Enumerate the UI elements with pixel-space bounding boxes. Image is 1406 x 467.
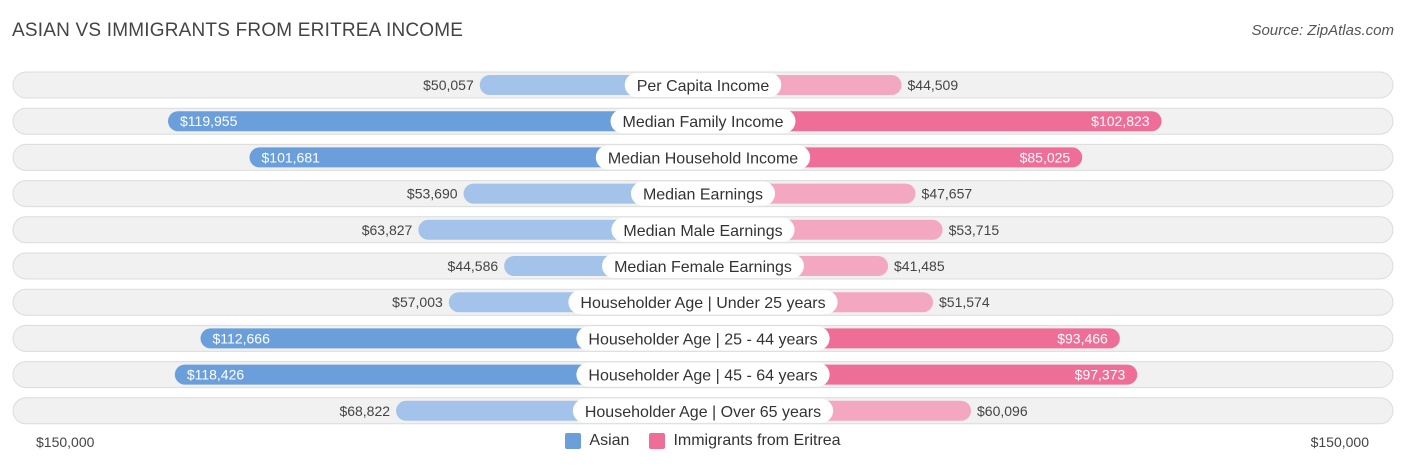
value-label-asian: $53,690	[407, 186, 458, 202]
category-pill	[630, 181, 776, 206]
value-label-eritrea: $47,657	[922, 186, 973, 202]
source-label: Source: ZipAtlas.com	[1251, 22, 1394, 39]
axis-left-label: $150,000	[36, 434, 95, 450]
category-pill	[602, 254, 804, 278]
category-label: Householder Age | Over 65 years	[585, 404, 821, 421]
category-label: Householder Age | 45 - 64 years	[588, 368, 817, 385]
value-label-eritrea: $97,373	[1075, 367, 1126, 383]
value-label-eritrea: $60,096	[977, 403, 1028, 419]
value-label-asian: $50,057	[423, 77, 474, 93]
category-pill	[576, 362, 830, 387]
legend: Asian Immigrants from Eritrea	[0, 432, 1406, 450]
bar-asian	[168, 111, 703, 132]
bar-asian	[249, 147, 703, 168]
value-label-eritrea: $41,485	[894, 258, 945, 274]
category-pill	[624, 73, 782, 97]
chart-canvas: $50,057 $44,509 Per Capita Income $119,955 $…	[12, 71, 1394, 425]
category-pill	[610, 109, 796, 134]
category-label: Per Capita Income	[637, 78, 770, 95]
value-label-eritrea: $44,509	[908, 77, 959, 93]
category-label: Median Male Earnings	[623, 223, 782, 240]
value-label-asian: $112,666	[213, 330, 271, 346]
category-pill	[611, 217, 795, 242]
legend-item-asian: Asian	[565, 432, 629, 450]
value-label-asian: $118,426	[187, 367, 245, 383]
legend-label-eritrea: Immigrants from Eritrea	[673, 432, 841, 449]
category-label: Householder Age | 25 - 44 years	[588, 331, 817, 348]
legend-swatch-eritrea	[649, 433, 666, 449]
value-label-eritrea: $102,823	[1091, 113, 1150, 129]
legend-label-asian: Asian	[589, 432, 630, 449]
legend-item-eritrea: Immigrants from Eritrea	[649, 432, 841, 450]
category-pill	[595, 145, 811, 170]
category-label: Median Household Income	[608, 150, 798, 167]
bar-eritrea	[703, 111, 1162, 132]
value-label-eritrea: $51,574	[939, 294, 990, 310]
category-pill	[576, 326, 830, 351]
bar-asian	[200, 328, 703, 349]
bar-asian	[174, 364, 703, 385]
value-label-eritrea: $53,715	[949, 222, 1000, 238]
axis-right-label: $150,000	[1310, 434, 1369, 450]
value-label-asian: $101,681	[262, 149, 321, 165]
category-pill	[568, 290, 838, 315]
category-label: Median Earnings	[643, 187, 763, 204]
legend-swatch-asian	[565, 433, 582, 449]
value-label-asian: $68,822	[339, 403, 390, 419]
category-label: Median Female Earnings	[614, 259, 792, 276]
value-label-eritrea: $85,025	[1020, 149, 1071, 165]
category-label: Householder Age | Under 25 years	[580, 295, 825, 312]
value-label-asian: $63,827	[362, 222, 413, 238]
value-label-asian: $44,586	[448, 258, 499, 274]
value-label-asian: $119,955	[180, 113, 238, 129]
category-pill	[572, 398, 834, 423]
value-label-asian: $57,003	[392, 294, 443, 310]
value-label-eritrea: $93,466	[1057, 330, 1108, 346]
chart-title: ASIAN VS IMMIGRANTS FROM ERITREA INCOME	[12, 20, 464, 41]
category-label: Median Family Income	[623, 114, 784, 131]
